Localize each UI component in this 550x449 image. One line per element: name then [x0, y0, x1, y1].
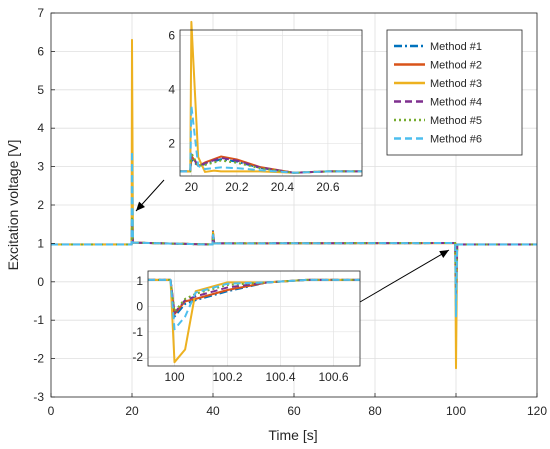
x-tick-label: 60: [287, 404, 301, 418]
arrow-head: [439, 250, 449, 258]
inset-x-tick-label: 100.4: [265, 370, 295, 384]
inset-100s: 100 100.2 100.4 100.6 -2 -1 0 1: [132, 270, 361, 384]
legend-label-1: Method #1: [430, 41, 482, 53]
x-tick-label: 100: [446, 404, 466, 418]
series-line-3: [51, 38, 537, 370]
inset-x-tick-label: 100: [164, 370, 184, 384]
y-tick-label: 6: [37, 44, 44, 58]
inset-20s: 20 20.2 20.4 20.6 2 4 6: [168, 20, 363, 194]
inset-x-tick-label: 100.2: [212, 370, 242, 384]
inset-series-line-5: [180, 152, 362, 174]
y-tick-label: 3: [37, 160, 44, 174]
arrow-line: [359, 249, 450, 303]
y-tick-label: -3: [33, 390, 44, 404]
y-tick-label: 1: [37, 236, 44, 250]
legend-label-5: Method #5: [430, 115, 482, 127]
inset-x-tick-label: 20.4: [271, 180, 295, 194]
inset-y-tick-label: -1: [132, 325, 143, 339]
y-tick-label: 2: [37, 198, 44, 212]
y-tick-label: 4: [37, 121, 44, 135]
legend: Method #1 Method #2 Method #3 Method #4 Meth…: [386, 29, 523, 156]
x-tick-label: 120: [527, 404, 547, 418]
x-tick-label: 0: [48, 404, 55, 418]
inset-y-tick-label: 4: [168, 82, 175, 96]
inset-x-tick-label: 20.2: [225, 180, 249, 194]
y-tick-label: 7: [37, 6, 44, 20]
y-axis-label: Excitation voltage [V]: [5, 140, 21, 271]
inset-y-tick-label: 1: [136, 274, 143, 288]
legend-box: [386, 29, 523, 156]
inset-border: [147, 270, 361, 367]
inset-border: [179, 29, 363, 177]
legend-label-4: Method #4: [430, 97, 482, 109]
inset-series-line-6: [148, 278, 360, 331]
arrow-head: [136, 201, 146, 211]
inset-y-tick-label: 0: [136, 299, 143, 313]
y-tick-label: -1: [33, 313, 44, 327]
x-axis-label: Time [s]: [268, 427, 317, 443]
legend-label-3: Method #3: [430, 78, 482, 90]
inset-background: [180, 30, 362, 176]
inset-x-tick-label: 100.6: [318, 370, 348, 384]
legend-label-2: Method #2: [430, 60, 482, 72]
inset-y-tick-label: -2: [132, 350, 143, 364]
zoom-arrows: [135, 179, 450, 303]
x-tick-label: 80: [368, 404, 382, 418]
x-tick-label: 20: [125, 404, 139, 418]
series-line-6: [51, 150, 537, 318]
inset-y-tick-label: 6: [168, 28, 175, 42]
inset-x-tick-label: 20.6: [316, 180, 340, 194]
legend-label-6: Method #6: [430, 134, 482, 146]
y-tick-label: 0: [37, 275, 44, 289]
inset-x-tick-label: 20: [185, 180, 199, 194]
y-tick-label: -2: [33, 352, 44, 366]
inset-y-tick-label: 2: [168, 137, 175, 151]
x-tick-label: 40: [206, 404, 220, 418]
inset-series-line-6: [180, 104, 362, 174]
y-tick-label: 5: [37, 83, 44, 97]
